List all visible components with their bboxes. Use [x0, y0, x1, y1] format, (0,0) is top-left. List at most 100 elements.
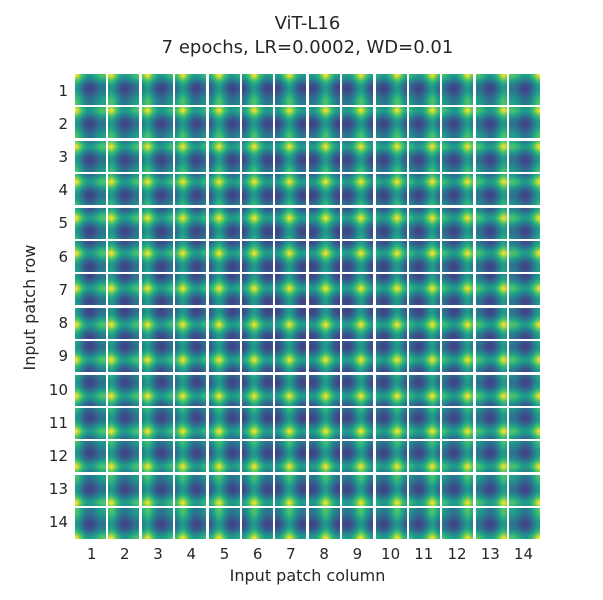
similarity-tile-r1-c12 — [442, 74, 474, 105]
similarity-tile-r2-c14 — [509, 107, 541, 139]
similarity-tile-r11-c4 — [175, 407, 207, 439]
similarity-tile-r10-c9 — [342, 374, 374, 406]
similarity-tile-r13-c6 — [241, 474, 273, 506]
y-axis-label: Input patch row — [20, 244, 39, 371]
similarity-tile-r8-c7 — [275, 307, 307, 339]
y-tick: 1 — [58, 81, 68, 100]
x-tick-labels: 1 2 3 4 5 6 7 8 9 10 11 12 13 14 — [75, 545, 540, 563]
similarity-tile-r11-c8 — [308, 407, 340, 439]
similarity-tile-r11-c7 — [275, 407, 307, 439]
similarity-tile-r12-c9 — [342, 441, 374, 473]
similarity-tile-r3-c9 — [342, 140, 374, 172]
similarity-tile-r14-c13 — [475, 508, 507, 540]
similarity-tile-r10-c10 — [375, 374, 407, 406]
similarity-tile-r12-c2 — [108, 441, 140, 473]
similarity-tile-r1-c13 — [475, 74, 507, 105]
similarity-tile-r7-c10 — [375, 274, 407, 306]
similarity-tile-r7-c2 — [108, 274, 140, 306]
similarity-tile-r10-c14 — [509, 374, 541, 406]
similarity-tile-r13-c2 — [108, 474, 140, 506]
similarity-tile-r9-c10 — [375, 341, 407, 373]
similarity-tile-r2-c8 — [308, 107, 340, 139]
y-tick: 12 — [48, 447, 68, 466]
similarity-tile-r11-c13 — [475, 407, 507, 439]
similarity-tile-r11-c3 — [141, 407, 173, 439]
x-tick: 4 — [186, 545, 197, 563]
similarity-tile-r4-c1 — [75, 174, 106, 206]
similarity-tile-r9-c11 — [408, 341, 440, 373]
similarity-tile-r3-c13 — [475, 140, 507, 172]
similarity-tile-r14-c7 — [275, 508, 307, 540]
similarity-tile-r4-c7 — [275, 174, 307, 206]
similarity-tile-r8-c13 — [475, 307, 507, 339]
similarity-tile-r11-c1 — [75, 407, 106, 439]
similarity-tile-r2-c12 — [442, 107, 474, 139]
similarity-tile-r3-c12 — [442, 140, 474, 172]
similarity-tile-r8-c3 — [141, 307, 173, 339]
similarity-tile-r7-c6 — [241, 274, 273, 306]
y-tick: 5 — [58, 214, 68, 233]
x-tick: 10 — [381, 545, 401, 563]
similarity-tile-r9-c1 — [75, 341, 106, 373]
similarity-tile-r1-c7 — [275, 74, 307, 105]
similarity-tile-r5-c11 — [408, 207, 440, 239]
similarity-tile-r3-c4 — [175, 140, 207, 172]
similarity-tile-r14-c2 — [108, 508, 140, 540]
similarity-tile-r9-c14 — [509, 341, 541, 373]
similarity-tile-r9-c8 — [308, 341, 340, 373]
similarity-tile-r12-c5 — [208, 441, 240, 473]
chart-title-block: ViT-L16 7 epochs, LR=0.0002, WD=0.01 — [75, 12, 540, 60]
similarity-tile-r3-c7 — [275, 140, 307, 172]
similarity-tile-r2-c4 — [175, 107, 207, 139]
y-tick: 7 — [58, 280, 68, 299]
similarity-tile-r12-c12 — [442, 441, 474, 473]
similarity-tile-r12-c4 — [175, 441, 207, 473]
similarity-tile-r10-c5 — [208, 374, 240, 406]
similarity-tile-r9-c3 — [141, 341, 173, 373]
similarity-tile-r7-c5 — [208, 274, 240, 306]
similarity-tile-r1-c10 — [375, 74, 407, 105]
x-tick: 1 — [86, 545, 97, 563]
similarity-tile-r6-c6 — [241, 240, 273, 272]
similarity-tile-r13-c14 — [509, 474, 541, 506]
similarity-tile-r13-c1 — [75, 474, 106, 506]
similarity-tile-r6-c14 — [509, 240, 541, 272]
similarity-tile-r6-c2 — [108, 240, 140, 272]
similarity-tile-r2-c11 — [408, 107, 440, 139]
similarity-tile-r3-c2 — [108, 140, 140, 172]
similarity-tile-r13-c11 — [408, 474, 440, 506]
similarity-tile-r7-c3 — [141, 274, 173, 306]
similarity-tile-r8-c11 — [408, 307, 440, 339]
similarity-tile-r10-c12 — [442, 374, 474, 406]
similarity-tile-r10-c2 — [108, 374, 140, 406]
similarity-tile-r7-c4 — [175, 274, 207, 306]
similarity-tile-r9-c6 — [241, 341, 273, 373]
similarity-tile-r8-c12 — [442, 307, 474, 339]
similarity-tile-r8-c1 — [75, 307, 106, 339]
y-tick: 8 — [58, 314, 68, 333]
similarity-tile-r5-c1 — [75, 207, 106, 239]
similarity-tile-r11-c10 — [375, 407, 407, 439]
similarity-tile-r4-c13 — [475, 174, 507, 206]
x-axis-label: Input patch column — [229, 566, 386, 585]
chart-subtitle: 7 epochs, LR=0.0002, WD=0.01 — [161, 36, 454, 58]
similarity-tile-r5-c6 — [241, 207, 273, 239]
y-tick: 14 — [48, 513, 68, 532]
similarity-tile-r6-c10 — [375, 240, 407, 272]
x-tick: 13 — [480, 545, 500, 563]
similarity-tile-r4-c10 — [375, 174, 407, 206]
similarity-tile-r14-c1 — [75, 508, 106, 540]
similarity-tile-r8-c4 — [175, 307, 207, 339]
similarity-tile-r4-c9 — [342, 174, 374, 206]
similarity-tile-r9-c9 — [342, 341, 374, 373]
similarity-tile-r11-c6 — [241, 407, 273, 439]
similarity-tile-r11-c14 — [509, 407, 541, 439]
similarity-tile-r7-c7 — [275, 274, 307, 306]
similarity-tile-r10-c1 — [75, 374, 106, 406]
y-tick: 6 — [58, 247, 68, 266]
similarity-tile-r2-c2 — [108, 107, 140, 139]
similarity-tile-r14-c3 — [141, 508, 173, 540]
similarity-tile-r6-c4 — [175, 240, 207, 272]
similarity-tile-r14-c5 — [208, 508, 240, 540]
similarity-tile-r2-c9 — [342, 107, 374, 139]
